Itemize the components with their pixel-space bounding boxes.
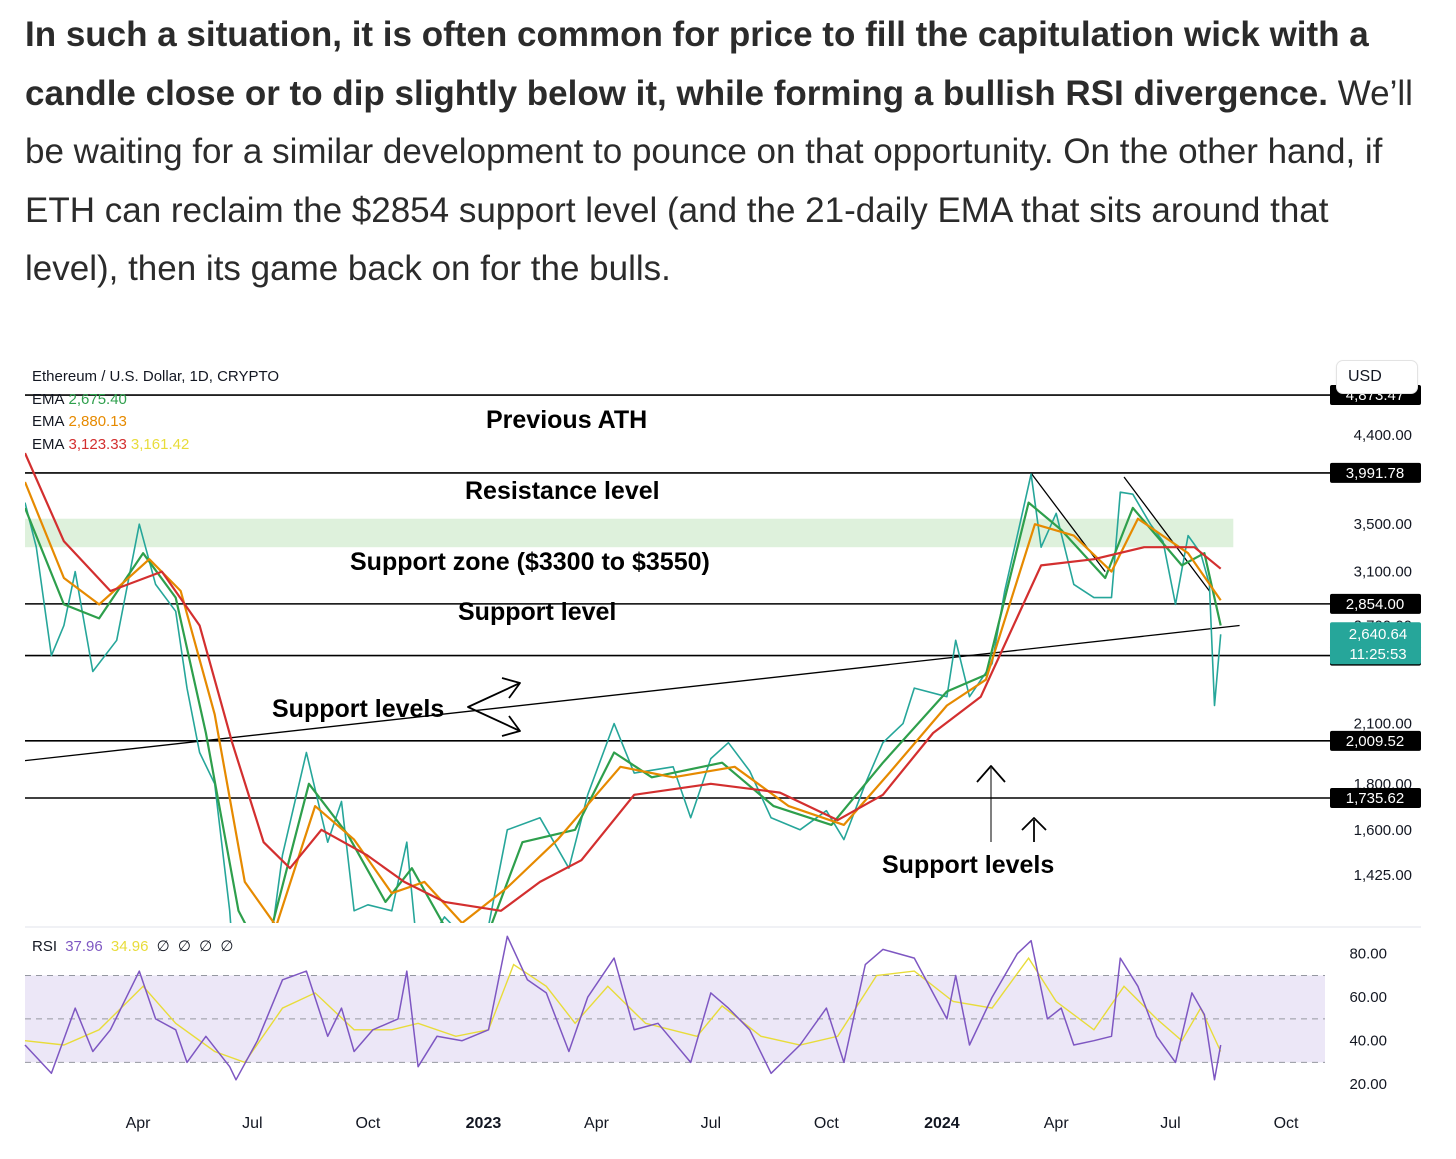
rsi-extra-icon: ∅ (177, 938, 191, 955)
x-tick-label: Apr (126, 1115, 152, 1132)
y-tick-label: 3,100.00 (1354, 564, 1412, 581)
price-level-badge (1330, 788, 1421, 809)
price-level-badge-label: 2,854.00 (1346, 596, 1404, 613)
x-tick-label: Jul (242, 1115, 262, 1132)
y-tick-label: 1,600.00 (1354, 822, 1412, 839)
support-levels-label-right: Support levels (882, 851, 1054, 879)
last-price-badge (1330, 622, 1421, 665)
resistance-label: Resistance level (465, 477, 660, 505)
last-price-label: 2,640.64 (1349, 626, 1407, 643)
ema-label: EMA (32, 413, 65, 430)
support-level-label: Support level (458, 598, 616, 626)
x-tick-label: 2024 (924, 1115, 960, 1132)
y-tick-label: 1,425.00 (1354, 867, 1412, 884)
ema-line (25, 452, 1222, 912)
legend-ema-3: EMA 3,123.33 3,161.42 (32, 434, 279, 457)
article-bold-text: In such a situation, it is often common … (25, 15, 1369, 113)
x-tick-label: Oct (814, 1115, 839, 1132)
x-tick-label: Jul (1160, 1115, 1180, 1132)
rsi-ma-value: 34.96 (110, 938, 149, 955)
ema-value: 3,123.33 (68, 435, 127, 453)
rsi-tick-label: 60.00 (1349, 989, 1387, 1006)
rsi-value: 37.96 (65, 938, 103, 955)
x-tick-label: Oct (1274, 1115, 1299, 1132)
trendline (1123, 476, 1210, 592)
support-zone-label: Support zone ($3300 to $3550) (350, 548, 710, 576)
arrow-icon (501, 715, 521, 737)
chart-legend: Ethereum / U.S. Dollar, 1D, CRYPTO EMA 2,… (32, 366, 279, 456)
x-tick-label: Apr (1044, 1115, 1070, 1132)
rsi-tick-label: 80.00 (1349, 946, 1387, 963)
trendline (25, 624, 1240, 762)
rsi-extra-icon: ∅ (156, 938, 170, 955)
ema-value: 2,880.13 (68, 413, 127, 430)
price-level-badge-label: 2,009.52 (1346, 733, 1404, 750)
y-tick-label: 3,500.00 (1354, 516, 1412, 533)
currency-button[interactable]: USD (1336, 360, 1418, 394)
y-tick-label: 2,100.00 (1354, 716, 1412, 733)
price-chart: Previous ATH Resistance level Support zone… (24, 362, 1421, 1132)
y-tick-label: 4,400.00 (1354, 427, 1412, 444)
ema-label: EMA (32, 390, 65, 408)
price-line (25, 473, 1222, 923)
ema-value: 2,675.40 (68, 390, 127, 408)
legend-ema-2: EMA 2,880.13 (32, 411, 279, 434)
rsi-extra-icon: ∅ (199, 938, 213, 955)
legend-symbol: Ethereum / U.S. Dollar, 1D, CRYPTO (32, 368, 280, 385)
support-levels-label-left: Support levels (272, 695, 444, 723)
countdown-label: 11:25:53 (1349, 646, 1406, 663)
rsi-tick-label: 20.00 (1349, 1076, 1387, 1093)
article-body-text: We’ll be waiting for a similar developme… (25, 73, 1413, 289)
ema-value: 3,161.42 (130, 435, 190, 453)
price-level-badge (1330, 593, 1421, 614)
rsi-legend: RSI 37.96 34.96 ∅ ∅ ∅ ∅ (32, 937, 237, 955)
price-level-badge-label: 3,991.78 (1346, 465, 1404, 482)
x-tick-label: Jul (701, 1115, 721, 1132)
ema-line (25, 481, 1222, 923)
x-tick-label: Apr (584, 1115, 610, 1132)
rsi-extra-icon: ∅ (220, 938, 234, 955)
previous-ath-label: Previous ATH (486, 406, 647, 434)
price-level-badge-label: 1,735.62 (1346, 790, 1404, 807)
rsi-label: RSI (32, 938, 58, 955)
rsi-line (24, 935, 1222, 1081)
x-tick-label: 2023 (466, 1115, 502, 1132)
ema-label: EMA (32, 435, 65, 453)
arrow-icon (501, 677, 521, 699)
up-arrow-icon (1021, 817, 1047, 831)
article-text: In such a situation, it is often common … (25, 6, 1425, 299)
x-tick-label: Oct (355, 1115, 380, 1132)
price-level-badge (1330, 730, 1421, 751)
arrow-icon (467, 682, 521, 732)
up-arrow-icon (976, 765, 1006, 783)
ema-line (25, 501, 1222, 923)
price-level-badge (1330, 462, 1421, 483)
legend-ema-1: EMA 2,675.40 (32, 389, 279, 412)
rsi-tick-label: 40.00 (1349, 1033, 1387, 1050)
